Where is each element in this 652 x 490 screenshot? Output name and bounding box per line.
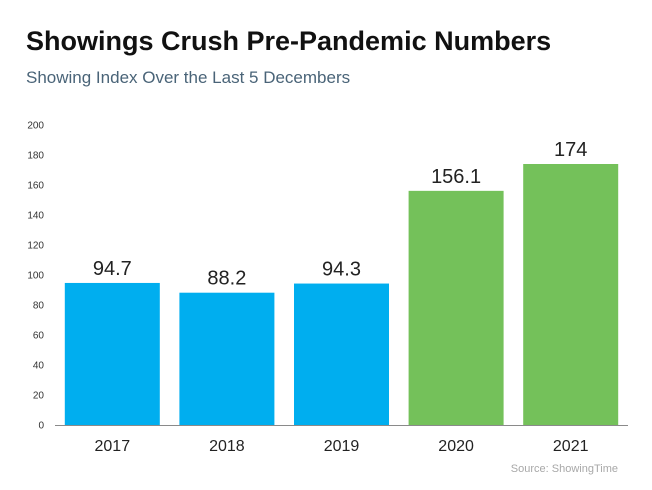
x-tick-label-2019: 2019 [324,438,360,455]
y-tick-label: 20 [33,391,45,402]
bar-2019 [294,283,389,425]
y-tick-label: 0 [38,421,44,432]
data-label-2020: 156.1 [431,166,481,188]
y-tick-label: 40 [33,361,45,372]
chart-title: Showings Crush Pre-Pandemic Numbers [26,26,552,56]
data-label-2021: 174 [554,139,587,161]
bar-2021 [523,164,619,425]
y-tick-label: 180 [27,151,44,162]
x-tick-label-2021: 2021 [553,438,589,455]
x-tick-label-2018: 2018 [209,438,245,455]
y-tick-label: 120 [27,241,44,252]
source-note: Source: ShowingTime [510,463,618,475]
bar-2017 [64,282,160,425]
y-tick-label: 140 [27,211,44,222]
data-label-2017: 94.7 [93,258,132,280]
data-label-2018: 88.2 [207,268,246,290]
chart-subtitle: Showing Index Over the Last 5 Decembers [26,68,351,87]
bar-2018 [179,292,275,425]
y-tick-label: 200 [27,121,44,132]
y-tick-label: 100 [27,271,44,282]
data-label-2019: 94.3 [322,259,361,281]
bar-2020 [408,190,504,425]
x-tick-label-2020: 2020 [438,438,474,455]
y-tick-label: 80 [33,301,45,312]
x-tick-label-2017: 2017 [95,438,131,455]
y-tick-label: 160 [27,181,44,192]
y-tick-label: 60 [33,331,45,342]
